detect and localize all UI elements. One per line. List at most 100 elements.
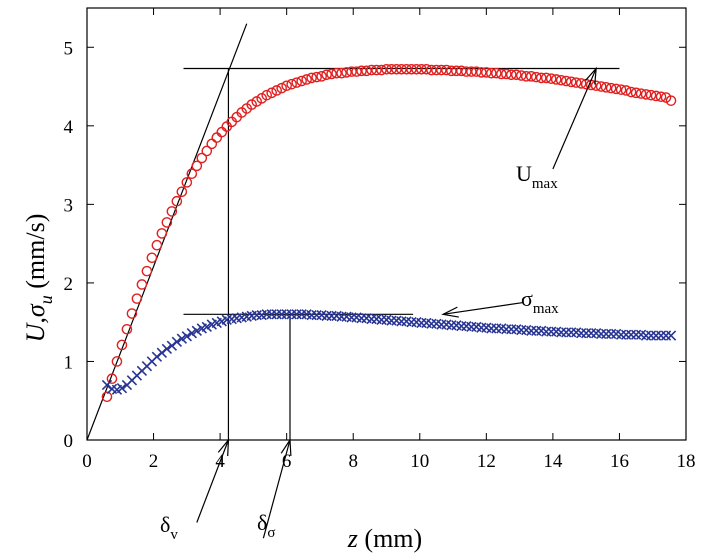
data-point — [201, 321, 212, 333]
data-point — [595, 81, 607, 92]
data-point — [451, 65, 462, 77]
data-point — [416, 63, 427, 75]
data-point — [196, 152, 208, 164]
data-point — [471, 66, 482, 77]
data-point — [466, 66, 477, 77]
data-point — [276, 309, 287, 320]
data-point — [515, 70, 527, 81]
data-point — [386, 63, 397, 75]
data-point — [560, 75, 572, 87]
data-point — [286, 309, 297, 320]
data-point — [446, 320, 457, 331]
data-point — [640, 89, 652, 100]
data-point — [456, 320, 467, 332]
data-point — [546, 326, 557, 337]
data-point — [615, 84, 627, 95]
data-point — [525, 71, 537, 82]
data-point — [491, 323, 502, 334]
data-point — [206, 138, 218, 150]
data-point — [156, 228, 168, 239]
data-point — [486, 67, 497, 79]
data-point — [665, 330, 677, 341]
y-tick-label: 2 — [64, 274, 74, 295]
y-tick-label: 4 — [64, 117, 74, 138]
data-point — [121, 323, 133, 335]
data-point — [136, 279, 148, 290]
data-point — [216, 126, 228, 138]
series-sigma — [101, 309, 677, 395]
data-point — [161, 217, 173, 228]
data-point — [306, 72, 317, 84]
data-point — [620, 329, 632, 340]
data-point — [346, 66, 357, 77]
data-point — [635, 88, 647, 99]
data-point — [491, 67, 502, 79]
data-point — [585, 328, 597, 339]
data-point — [296, 309, 307, 320]
data-point — [535, 72, 547, 84]
data-point — [176, 186, 188, 198]
data-point — [426, 64, 437, 76]
data-point — [510, 69, 522, 81]
data-point — [341, 67, 352, 78]
data-point — [426, 318, 437, 329]
data-point — [181, 177, 193, 188]
data-point — [356, 65, 367, 77]
data-point — [590, 80, 602, 92]
x-tick-label: 18 — [677, 451, 696, 472]
y-tick-label: 0 — [64, 431, 74, 452]
data-point — [561, 327, 572, 338]
x-tick-label: 8 — [348, 451, 358, 472]
data-point — [406, 63, 417, 75]
x-tick-label: 6 — [282, 451, 292, 472]
x-tick-label: 14 — [543, 451, 563, 472]
data-point — [595, 328, 607, 340]
data-point — [311, 309, 322, 321]
data-point — [376, 314, 387, 325]
x-tick-label: 16 — [610, 451, 629, 472]
data-point — [356, 313, 367, 324]
data-point — [456, 65, 467, 77]
data-point — [411, 63, 422, 75]
umax-arrow — [552, 66, 597, 170]
data-point — [630, 329, 642, 340]
data-point — [406, 317, 417, 328]
data-point — [141, 265, 153, 277]
data-point — [371, 64, 382, 76]
data-point — [500, 68, 512, 80]
data-point — [531, 325, 542, 336]
data-point — [615, 329, 627, 340]
data-point — [570, 77, 582, 88]
umax-arrow-shaft — [552, 68, 597, 170]
data-point — [476, 67, 487, 78]
data-point — [291, 309, 302, 320]
x-tick-label: 10 — [410, 451, 429, 472]
data-point — [331, 67, 342, 79]
data-point — [431, 64, 442, 76]
y-tick-label: 3 — [64, 195, 74, 216]
data-point — [421, 63, 432, 75]
data-point — [301, 74, 312, 85]
data-point — [550, 74, 562, 85]
data-point — [361, 65, 372, 77]
data-point — [106, 373, 118, 385]
data-point — [446, 65, 457, 77]
data-point — [665, 95, 677, 106]
data-point — [396, 316, 407, 327]
data-point — [600, 82, 612, 93]
data-point — [386, 315, 397, 326]
x-axis-title: z (mm) — [347, 524, 422, 553]
data-point — [441, 64, 452, 76]
annotation-labels: Umax σmax δv δσ — [160, 161, 559, 543]
data-point — [376, 64, 387, 76]
data-point — [605, 82, 617, 94]
data-point — [191, 160, 203, 172]
delta-sigma-arrow — [262, 438, 292, 539]
data-point — [181, 331, 192, 342]
data-point — [366, 313, 377, 325]
data-point — [326, 310, 337, 322]
y-axis-title: U,σu (mm/s) — [21, 214, 56, 343]
data-point — [251, 309, 262, 321]
data-point — [326, 68, 337, 80]
data-point — [645, 89, 657, 101]
